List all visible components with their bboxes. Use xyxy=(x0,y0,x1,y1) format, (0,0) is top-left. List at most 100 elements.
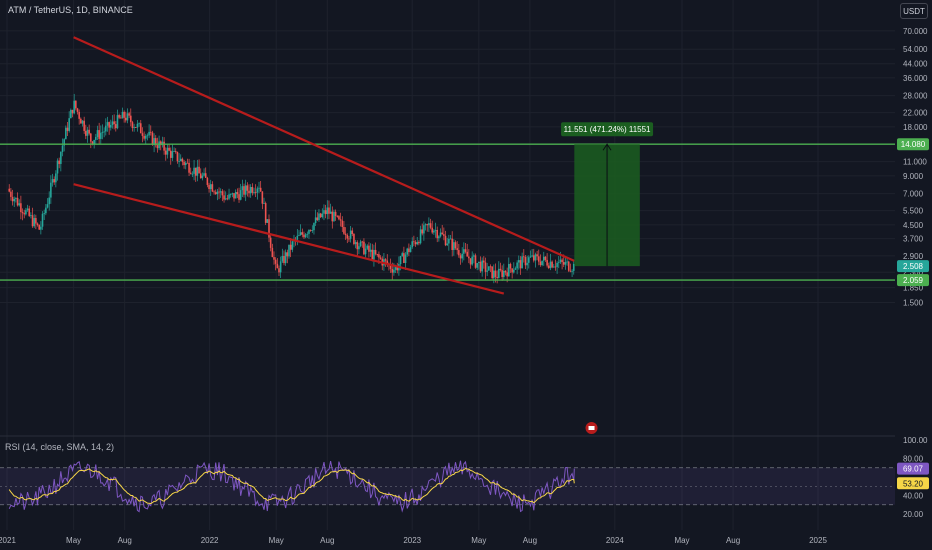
candle-body xyxy=(95,137,97,140)
candle-body xyxy=(562,262,565,265)
candle-body xyxy=(268,219,270,238)
currency-button[interactable]: USDT xyxy=(900,3,928,19)
price-tick-label: 1.500 xyxy=(903,298,924,307)
candle-body xyxy=(71,109,74,114)
candle-body xyxy=(106,122,109,126)
candle-body xyxy=(63,139,65,146)
candle-body xyxy=(134,127,137,129)
candle-body xyxy=(376,254,379,255)
candle-body xyxy=(478,261,480,264)
candle-body xyxy=(264,203,267,223)
candle-body xyxy=(346,234,349,239)
candle-body xyxy=(541,260,543,266)
candle-body xyxy=(173,151,175,152)
candle-body xyxy=(279,261,282,273)
candle-body xyxy=(316,217,319,221)
candle-body xyxy=(208,184,210,190)
candle-body xyxy=(536,254,538,257)
rsi-indicator-label[interactable]: RSI (14, close, SMA, 14, 2) xyxy=(5,442,115,452)
candle-body xyxy=(454,242,457,249)
candle-body xyxy=(291,241,294,250)
candle-body xyxy=(513,269,515,273)
candle-body xyxy=(484,262,487,272)
candle-body xyxy=(311,230,314,231)
candle-body xyxy=(476,263,478,268)
candle-body xyxy=(23,213,26,215)
candle-body xyxy=(571,270,573,272)
candle-body xyxy=(161,141,164,146)
candle-body xyxy=(113,121,115,125)
candle-body xyxy=(253,192,255,193)
candle-body xyxy=(334,211,337,216)
candle-body xyxy=(123,111,125,118)
candle-body xyxy=(256,188,259,193)
candle-body xyxy=(259,187,262,192)
candle-body xyxy=(233,193,235,199)
candle-body xyxy=(56,160,59,174)
candle-body xyxy=(164,150,167,155)
candle-body xyxy=(339,219,342,221)
candle-body xyxy=(21,212,24,214)
candle-body xyxy=(128,113,130,116)
candle-body xyxy=(464,249,467,252)
time-tick-label: May xyxy=(471,536,486,545)
candle-body xyxy=(211,184,214,192)
candle-body xyxy=(274,259,277,264)
candle-body xyxy=(271,247,274,258)
candle-body xyxy=(404,254,407,263)
candle-body xyxy=(411,241,414,248)
candle-body xyxy=(524,257,527,266)
candle-body xyxy=(399,256,402,265)
candle-body xyxy=(93,139,95,145)
candle-body xyxy=(459,255,462,259)
candle-body xyxy=(198,166,200,174)
candle-body xyxy=(511,268,513,273)
candle-body xyxy=(119,117,122,119)
candle-body xyxy=(371,249,374,260)
candle-body xyxy=(129,115,132,123)
candle-body xyxy=(50,182,52,198)
candle-body xyxy=(349,230,352,239)
candle-body xyxy=(557,262,560,264)
candle-body xyxy=(221,191,224,196)
candle-body xyxy=(554,266,557,268)
candle-body xyxy=(448,238,450,244)
candle-body xyxy=(344,233,347,235)
candle-body xyxy=(527,257,530,263)
candle-body xyxy=(358,246,360,250)
symbol-title[interactable]: ATM / TetherUS, 1D, BINANCE xyxy=(8,5,133,15)
price-tick-label: 5.500 xyxy=(903,207,924,216)
candle-body xyxy=(413,241,415,243)
price-tick-label: 54.000 xyxy=(903,45,928,54)
candle-body xyxy=(238,194,240,200)
candle-body xyxy=(299,232,302,236)
candle-body xyxy=(13,198,16,202)
candle-body xyxy=(218,191,220,193)
candle-body xyxy=(424,224,427,226)
candle-body xyxy=(148,131,150,136)
candle-body xyxy=(10,191,12,197)
candle-body xyxy=(534,254,537,261)
price-tick-label: 2.900 xyxy=(903,252,924,261)
candle-body xyxy=(239,190,242,200)
candle-body xyxy=(368,245,370,252)
candle-body xyxy=(374,249,377,255)
candle-body xyxy=(61,145,64,152)
candle-body xyxy=(514,268,517,270)
candle-body xyxy=(76,108,79,112)
candle-body xyxy=(363,241,365,255)
candle-body xyxy=(567,261,570,271)
channel-lower-line[interactable] xyxy=(73,183,505,295)
candle-body xyxy=(509,263,512,269)
candle-body xyxy=(566,261,568,263)
candle-body xyxy=(149,131,152,133)
candle-body xyxy=(254,192,257,193)
candle-body xyxy=(526,262,528,266)
candle-body xyxy=(542,256,545,261)
support-level-badge-bg xyxy=(897,274,929,287)
channel-upper-line[interactable] xyxy=(73,36,575,262)
candle-body xyxy=(266,219,269,223)
candle-body xyxy=(15,197,17,199)
candle-body xyxy=(269,237,272,248)
